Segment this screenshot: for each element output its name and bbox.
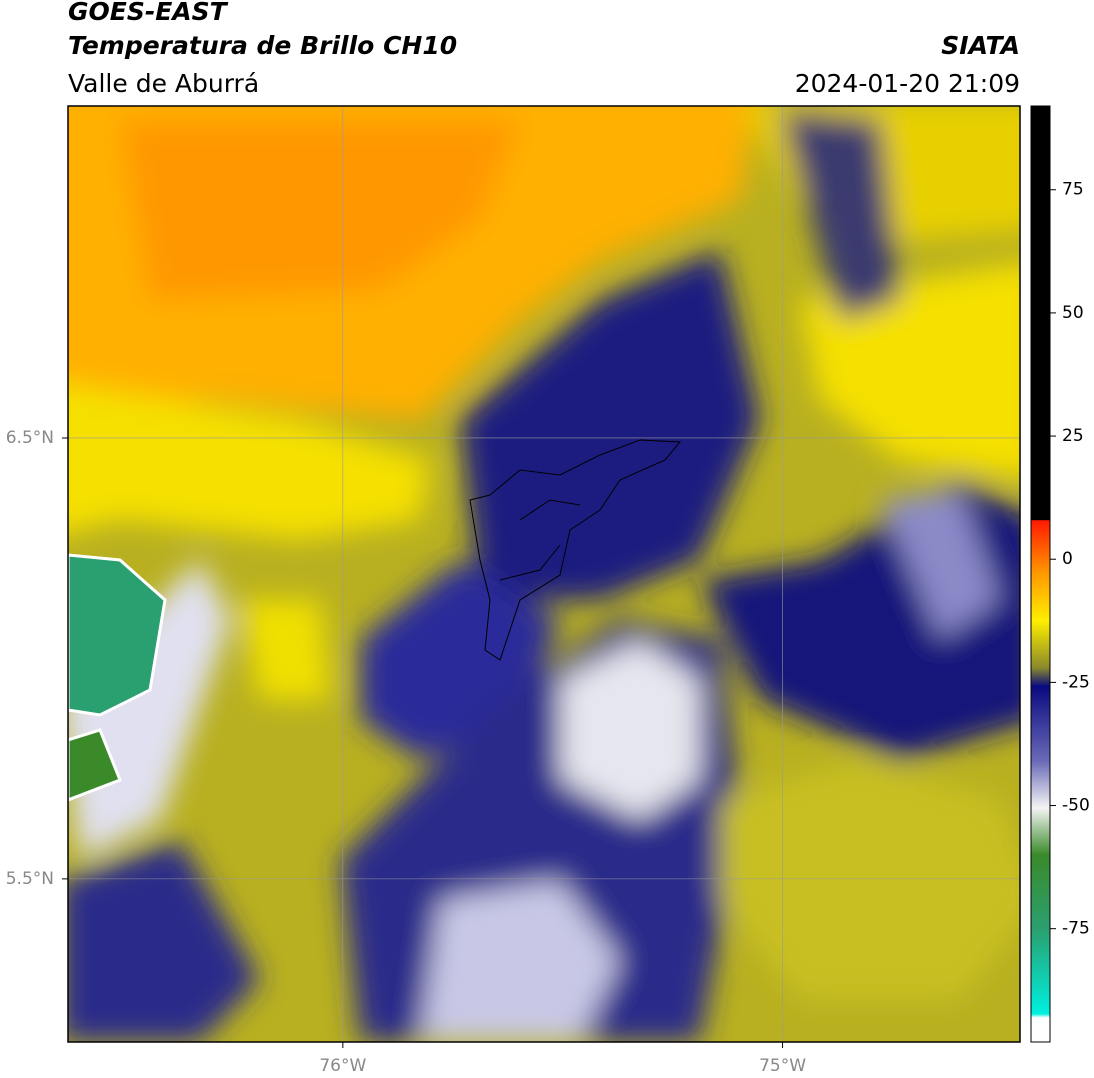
subtitle: Temperatura de Brillo CH10 bbox=[68, 31, 457, 60]
colorbar-tick-label: -50 bbox=[1062, 796, 1090, 816]
colorbar-tick-label: -25 bbox=[1062, 672, 1090, 692]
title: GOES-EAST bbox=[68, 0, 229, 26]
satellite-image bbox=[68, 106, 1020, 1042]
colorbar-tick-label: 25 bbox=[1062, 426, 1084, 446]
colorbar-tick-label: 0 bbox=[1062, 549, 1073, 569]
graticule bbox=[68, 106, 1020, 1042]
datetime: 2024-01-20 21:09 bbox=[795, 69, 1020, 98]
colorbar-tick-label: -75 bbox=[1062, 919, 1090, 939]
map-frame bbox=[67, 105, 1021, 1043]
source: SIATA bbox=[941, 31, 1020, 60]
y-tick-label: 5.5°N bbox=[6, 869, 54, 889]
x-tick-label: 76°W bbox=[319, 1056, 366, 1076]
x-tick-label: 75°W bbox=[759, 1056, 806, 1076]
y-tick-label: 6.5°N bbox=[6, 428, 54, 448]
colorbar-tick-label: 50 bbox=[1062, 303, 1084, 323]
colorbar-tick-label: 75 bbox=[1062, 180, 1084, 200]
region: Valle de Aburrá bbox=[68, 69, 259, 98]
colorbar bbox=[1030, 105, 1051, 1043]
